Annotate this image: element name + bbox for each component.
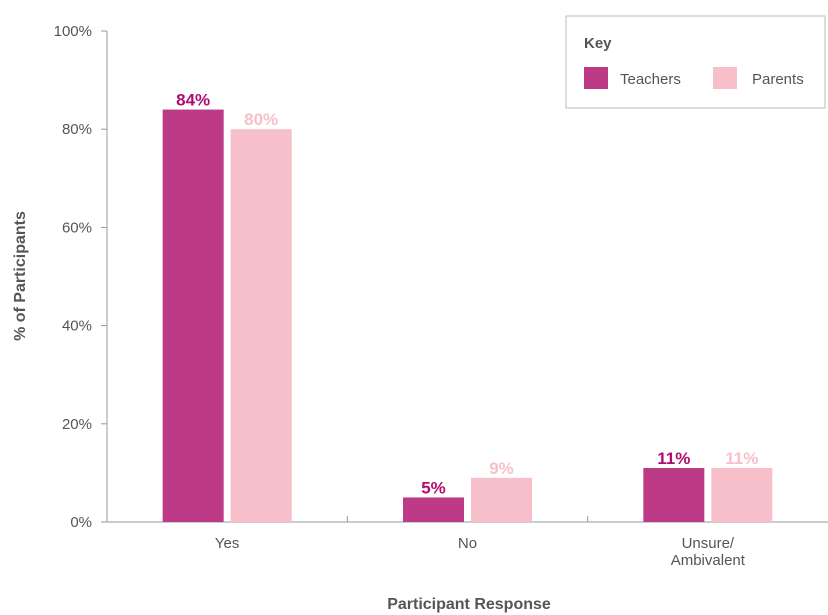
y-tick-label: 80% bbox=[62, 121, 92, 138]
x-category-label: No bbox=[458, 535, 477, 552]
y-tick-label: 20% bbox=[62, 416, 92, 433]
data-labels: 84% 80% 5% 9% 11% 11% bbox=[176, 91, 758, 498]
bar-parents bbox=[230, 129, 292, 522]
data-label-teachers: 84% bbox=[176, 91, 210, 110]
y-tick-label: 40% bbox=[62, 318, 92, 335]
y-ticks: 0% 20% 40% 60% 80% 100% bbox=[54, 23, 107, 531]
legend-label-teachers: Teachers bbox=[620, 71, 681, 88]
legend: Key Teachers Parents bbox=[565, 15, 826, 109]
data-label-teachers: 5% bbox=[421, 478, 446, 497]
bar-teachers bbox=[643, 467, 705, 522]
y-tick-label: 0% bbox=[70, 514, 92, 531]
y-tick-label: 100% bbox=[54, 23, 92, 40]
bar-teachers bbox=[162, 109, 224, 522]
data-label-parents: 9% bbox=[489, 459, 514, 478]
data-label-parents: 11% bbox=[725, 449, 758, 468]
legend-swatch-parents bbox=[713, 67, 737, 89]
x-category-label: Unsure/Ambivalent bbox=[671, 535, 746, 569]
y-axis-title: % of Participants bbox=[12, 211, 29, 341]
bars bbox=[162, 109, 773, 522]
legend-box bbox=[565, 15, 826, 109]
data-label-teachers: 11% bbox=[657, 449, 690, 468]
bar-parents bbox=[711, 467, 773, 522]
legend-title: Key bbox=[584, 35, 612, 52]
data-label-parents: 80% bbox=[244, 110, 278, 129]
x-ticks: Yes No Unsure/Ambivalent bbox=[215, 516, 746, 569]
y-tick-label: 60% bbox=[62, 219, 92, 236]
legend-swatch-teachers bbox=[584, 67, 608, 89]
x-axis-title: Participant Response bbox=[387, 596, 551, 613]
bar-teachers bbox=[403, 497, 464, 522]
bar-parents bbox=[471, 477, 532, 522]
x-category-label: Yes bbox=[215, 535, 239, 552]
legend-label-parents: Parents bbox=[752, 71, 804, 88]
